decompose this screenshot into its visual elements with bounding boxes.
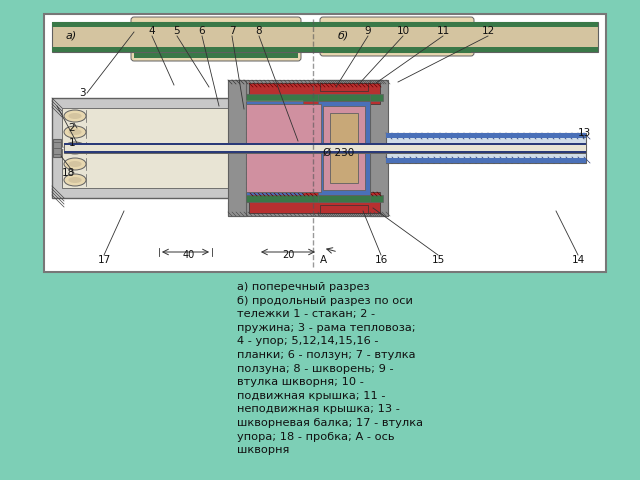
Text: 20: 20: [282, 250, 294, 260]
Bar: [52, 22, 598, 52]
Bar: [246, 195, 383, 202]
Ellipse shape: [68, 145, 82, 151]
Bar: [52, 47, 598, 52]
Bar: [246, 104, 321, 192]
Bar: [323, 48, 471, 53]
Text: 7: 7: [228, 26, 236, 36]
Text: 1: 1: [68, 138, 76, 148]
Bar: [249, 83, 380, 104]
Ellipse shape: [68, 129, 82, 135]
Bar: [258, 104, 308, 192]
Bar: [228, 80, 246, 216]
Text: 16: 16: [374, 255, 388, 265]
Text: 40: 40: [183, 250, 195, 260]
Bar: [318, 202, 388, 216]
FancyBboxPatch shape: [320, 17, 474, 56]
Bar: [62, 108, 263, 188]
Text: 3: 3: [79, 88, 85, 98]
Text: б): б): [338, 31, 349, 41]
Bar: [320, 205, 368, 213]
Text: А: А: [319, 255, 326, 265]
Bar: [44, 14, 606, 272]
Bar: [318, 101, 370, 195]
Text: 15: 15: [431, 255, 445, 265]
Bar: [320, 83, 368, 91]
Bar: [254, 182, 298, 189]
Text: 12: 12: [481, 26, 495, 36]
Text: 13: 13: [577, 128, 591, 138]
Text: 17: 17: [97, 255, 111, 265]
Ellipse shape: [64, 158, 86, 170]
Bar: [64, 151, 586, 153]
Text: Ø 230: Ø 230: [323, 148, 355, 158]
Bar: [318, 195, 370, 202]
Bar: [330, 113, 358, 183]
Bar: [52, 98, 263, 198]
Bar: [370, 80, 388, 216]
Bar: [228, 80, 383, 94]
Bar: [313, 104, 363, 192]
Text: а) поперечный разрез
б) продольный разрез по оси
тележки 1 - стакан; 2 -
пружина: а) поперечный разрез б) продольный разре…: [237, 282, 423, 455]
Text: а): а): [66, 31, 77, 41]
Bar: [53, 139, 61, 157]
Ellipse shape: [68, 113, 82, 119]
Text: 5: 5: [173, 26, 180, 36]
Text: 9: 9: [365, 26, 371, 36]
Ellipse shape: [68, 161, 82, 167]
Ellipse shape: [64, 110, 86, 122]
Ellipse shape: [64, 174, 86, 186]
FancyBboxPatch shape: [131, 17, 301, 61]
Bar: [228, 202, 383, 216]
Text: 18: 18: [61, 168, 75, 178]
Text: 4: 4: [148, 26, 156, 36]
Bar: [64, 143, 586, 153]
Text: 14: 14: [572, 255, 584, 265]
Bar: [249, 192, 380, 213]
Bar: [254, 107, 261, 189]
Bar: [246, 94, 383, 101]
Text: 6: 6: [198, 26, 205, 36]
Text: 8: 8: [256, 26, 262, 36]
Bar: [386, 133, 586, 163]
Text: 2: 2: [68, 123, 76, 133]
Bar: [323, 106, 365, 190]
Bar: [386, 158, 586, 163]
Bar: [64, 143, 586, 145]
Ellipse shape: [64, 142, 86, 154]
Text: 10: 10: [396, 26, 410, 36]
Bar: [254, 107, 298, 114]
Bar: [386, 133, 586, 138]
Text: 11: 11: [436, 26, 450, 36]
Ellipse shape: [68, 177, 82, 183]
Bar: [318, 80, 388, 94]
Bar: [251, 144, 378, 152]
Ellipse shape: [64, 126, 86, 138]
Bar: [318, 94, 370, 101]
Bar: [134, 53, 298, 58]
Bar: [52, 22, 598, 27]
Bar: [323, 145, 365, 151]
Bar: [246, 101, 303, 195]
